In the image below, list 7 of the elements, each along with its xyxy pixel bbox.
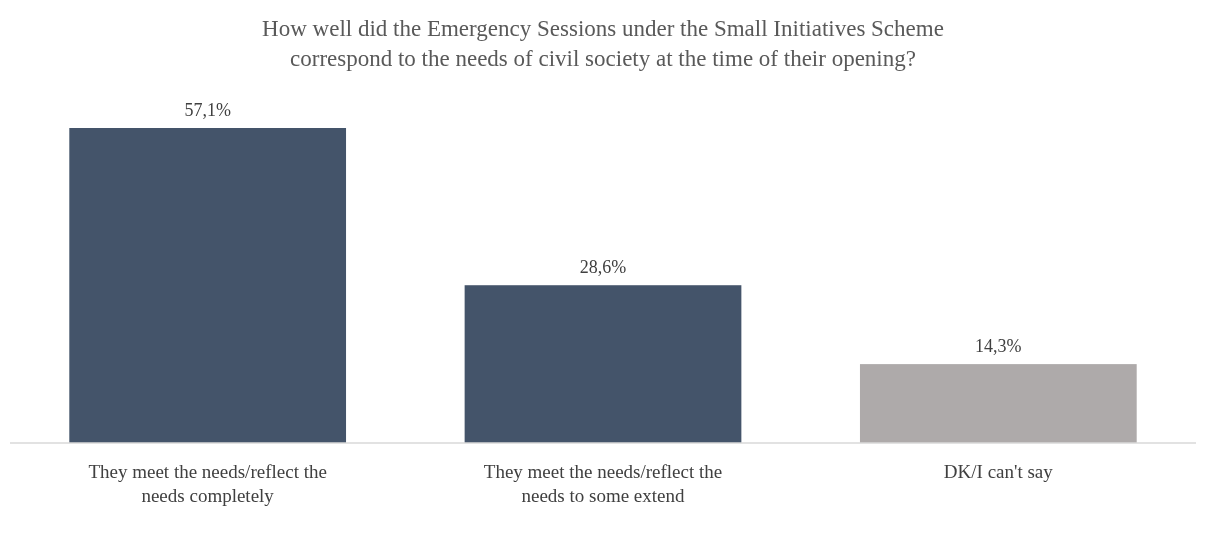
data-label: 57,1%: [184, 100, 231, 120]
data-label: 14,3%: [975, 336, 1022, 357]
x-tick-label: They meet the needs/reflect the needs to some extend: [483, 461, 723, 506]
chart-title: How well did the Emergency Sessions under the Small Initiatives Scheme correspond to the needs of civil society at the time of their opening?: [262, 16, 944, 71]
x-tick-label: DK/I can't say: [943, 461, 1054, 482]
data-label: 28,6%: [579, 257, 627, 278]
x-tick-label: They meet the needs/reflect the needs completely: [88, 461, 327, 506]
